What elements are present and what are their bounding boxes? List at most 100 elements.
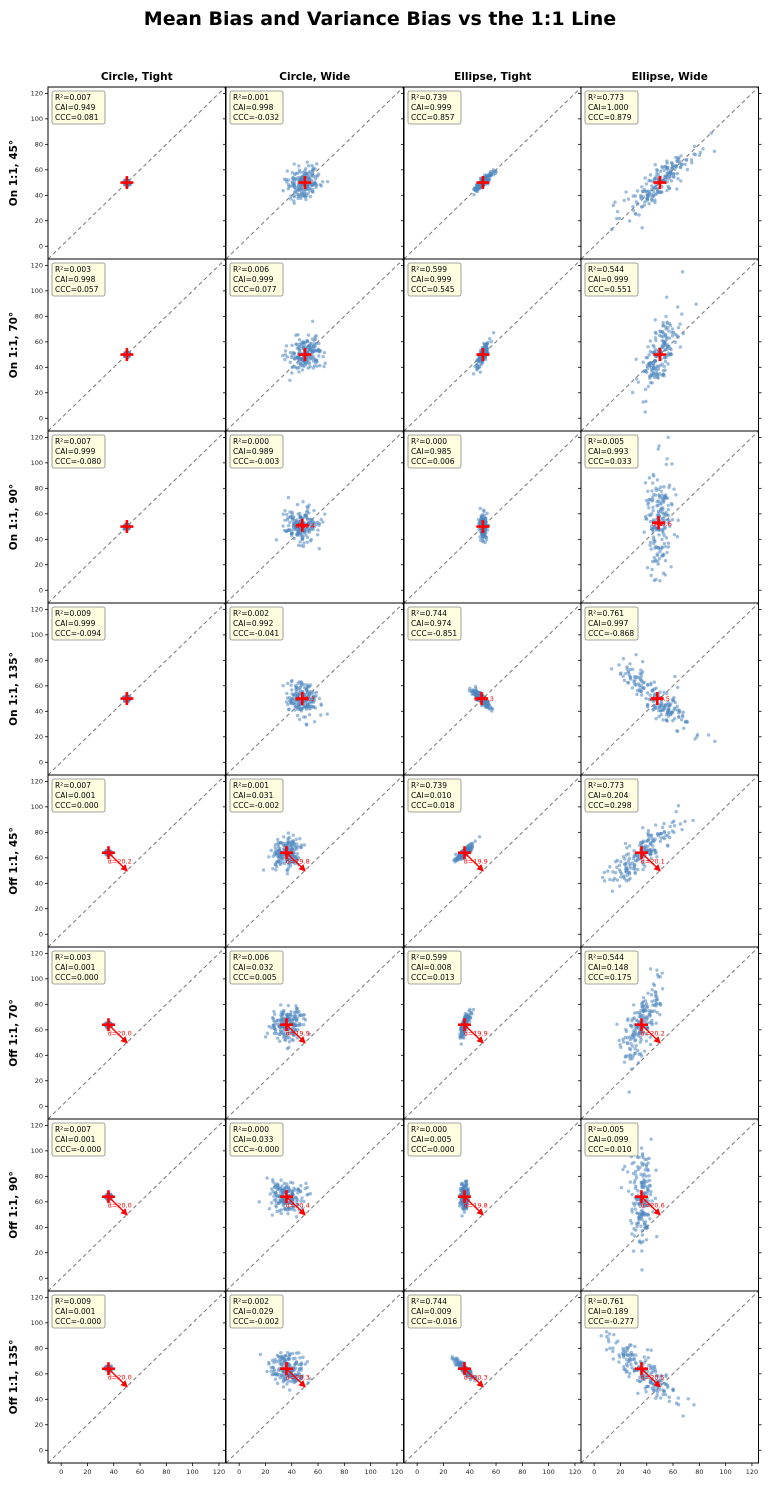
- scatter-point: [615, 1022, 619, 1026]
- scatter-point: [658, 690, 662, 694]
- scatter-point: [666, 843, 670, 847]
- scatter-point: [283, 508, 287, 513]
- scatter-point: [645, 1025, 649, 1029]
- scatter-point: [627, 858, 631, 863]
- scatter-point: [292, 1014, 296, 1019]
- distance-label: d=20.2: [641, 1030, 665, 1038]
- stats-line: R²=0.761: [588, 609, 624, 618]
- scatter-point: [306, 333, 311, 337]
- scatter-point: [654, 577, 658, 582]
- scatter-point: [285, 355, 290, 359]
- one-to-one-line: [404, 947, 582, 1119]
- stats-line: CAI=0.031: [233, 791, 274, 800]
- scatter-point: [639, 674, 643, 679]
- scatter-point: [623, 841, 628, 846]
- scatter-point: [673, 340, 678, 344]
- scatter-point: [286, 1003, 291, 1008]
- scatter-point: [643, 481, 648, 485]
- stats-line: CAI=0.998: [233, 103, 274, 112]
- scatter-point: [634, 1043, 638, 1048]
- scatter-point: [299, 178, 303, 182]
- scatter-point: [630, 1044, 635, 1048]
- stats-line: CCC=0.005: [233, 973, 277, 982]
- scatter-point: [647, 476, 652, 480]
- scatter-point: [649, 527, 654, 531]
- scatter-point: [649, 192, 654, 197]
- scatter-point: [281, 857, 285, 861]
- scatter-point: [302, 843, 307, 847]
- y-tick-label: 20: [35, 217, 43, 225]
- scatter-point: [652, 186, 656, 190]
- scatter-point: [638, 687, 642, 691]
- scatter-point: [645, 355, 650, 360]
- scatter-point: [629, 1067, 634, 1071]
- scatter-point: [288, 864, 293, 868]
- scatter-point: [667, 519, 671, 523]
- scatter-point: [622, 1060, 627, 1064]
- scatter-point: [656, 562, 660, 566]
- stats-line: CAI=0.999: [233, 275, 274, 284]
- scatter-point: [286, 681, 290, 686]
- scatter-point: [473, 364, 477, 369]
- scatter-point: [635, 189, 640, 193]
- scatter-point: [698, 150, 703, 155]
- scatter-point: [663, 325, 668, 329]
- scatter-point: [630, 390, 635, 395]
- scatter-point: [464, 1012, 469, 1016]
- scatter-point: [645, 691, 650, 695]
- scatter-point: [661, 372, 665, 377]
- scatter-point: [290, 698, 295, 702]
- scatter-point: [655, 855, 659, 859]
- scatter-point: [319, 702, 323, 706]
- scatter-point: [665, 321, 669, 326]
- scatter-point: [304, 533, 308, 537]
- scatter-point: [297, 686, 302, 690]
- scatter-point: [296, 707, 300, 712]
- scatter-point: [295, 713, 300, 718]
- scatter-point: [636, 1061, 641, 1065]
- scatter-point: [292, 693, 296, 697]
- stats-box: [51, 778, 106, 813]
- scatter-point: [606, 869, 610, 873]
- scatter-point: [669, 501, 674, 506]
- stats-line: R²=0.005: [588, 437, 624, 446]
- scatter-point: [288, 520, 292, 524]
- scatter-point: [623, 857, 627, 861]
- scatter-point: [661, 321, 665, 325]
- scatter-point: [693, 737, 697, 741]
- scatter-point: [319, 713, 323, 717]
- scatter-point: [627, 878, 631, 882]
- scatter-point: [286, 1015, 290, 1019]
- scatter-point: [304, 707, 308, 711]
- scatter-point: [621, 1040, 626, 1044]
- scatter-point: [662, 541, 667, 546]
- scatter-point: [670, 462, 674, 466]
- scatter-point: [484, 178, 488, 183]
- scatter-point: [655, 972, 660, 977]
- scatter-point: [678, 322, 682, 326]
- scatter-point: [321, 520, 325, 524]
- distance-label: d=19.9: [286, 1030, 310, 1038]
- scatter-point: [288, 350, 293, 355]
- scatter-point: [459, 1042, 463, 1046]
- scatter-point: [312, 698, 317, 702]
- scatter-point: [310, 163, 314, 168]
- stats-box: [407, 262, 462, 297]
- scatter-point: [658, 1001, 662, 1006]
- distance-label: d=19.9: [464, 1030, 488, 1038]
- scatter-point: [307, 511, 311, 515]
- scatter-point: [275, 864, 279, 869]
- scatter-point: [617, 868, 622, 872]
- one-to-one-line: [226, 431, 404, 603]
- scatter-point: [633, 1047, 637, 1051]
- scatter-point: [646, 828, 651, 833]
- scatter-point: [653, 375, 657, 380]
- scatter-point: [675, 534, 680, 539]
- scatter-point: [305, 517, 310, 521]
- scatter-point: [297, 370, 301, 374]
- scatter-point: [617, 216, 622, 221]
- scatter-point: [670, 161, 674, 165]
- scatter-point: [654, 716, 658, 721]
